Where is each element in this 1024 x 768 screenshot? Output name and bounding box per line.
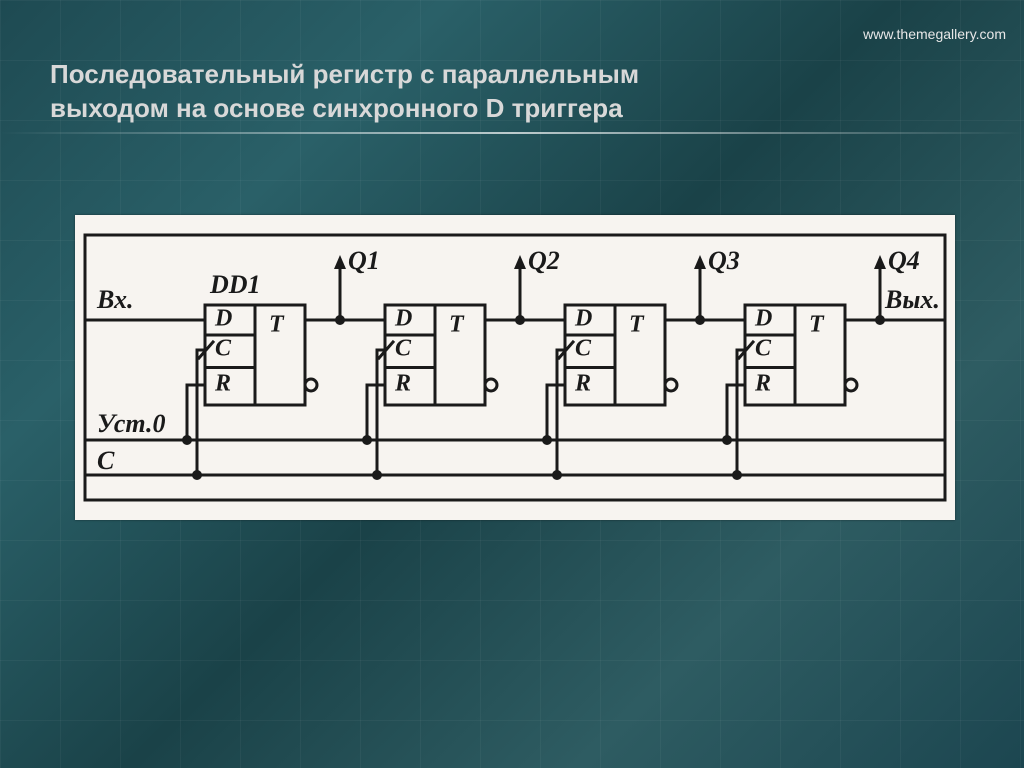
circuit-diagram: Вх.Уст.0СDD1DCRTQ1DCRTQ2DCRTQ3DCRTQ4Вых. — [75, 215, 955, 520]
svg-text:D: D — [214, 306, 232, 332]
svg-text:C: C — [215, 336, 232, 362]
svg-text:T: T — [629, 312, 645, 338]
slide-title: Последовательный регистр с параллельным … — [50, 58, 964, 126]
svg-text:R: R — [394, 371, 411, 397]
svg-text:T: T — [449, 312, 465, 338]
svg-text:T: T — [809, 312, 825, 338]
svg-text:Вх.: Вх. — [96, 285, 133, 314]
svg-text:Уст.0: Уст.0 — [97, 409, 165, 438]
svg-text:Q2: Q2 — [528, 246, 560, 275]
svg-text:D: D — [394, 306, 412, 332]
svg-text:DD1: DD1 — [209, 270, 261, 299]
svg-text:D: D — [574, 306, 592, 332]
slide: www.themegallery.com Последовательный ре… — [0, 0, 1024, 768]
svg-text:T: T — [269, 312, 285, 338]
svg-text:R: R — [214, 371, 231, 397]
title-underline — [0, 132, 1024, 134]
svg-text:С: С — [97, 446, 115, 475]
svg-text:C: C — [575, 336, 592, 362]
svg-text:Q3: Q3 — [708, 246, 740, 275]
svg-text:D: D — [754, 306, 772, 332]
svg-text:R: R — [754, 371, 771, 397]
svg-text:Q1: Q1 — [348, 246, 380, 275]
svg-text:Q4: Q4 — [888, 246, 920, 275]
svg-text:C: C — [395, 336, 412, 362]
svg-text:R: R — [574, 371, 591, 397]
source-url: www.themegallery.com — [863, 26, 1006, 42]
svg-text:Вых.: Вых. — [884, 285, 940, 314]
circuit-svg: Вх.Уст.0СDD1DCRTQ1DCRTQ2DCRTQ3DCRTQ4Вых. — [75, 215, 955, 520]
svg-text:C: C — [755, 336, 772, 362]
title-line-1: Последовательный регистр с параллельным — [50, 59, 639, 89]
title-line-2: выходом на основе синхронного D триггера — [50, 93, 623, 123]
